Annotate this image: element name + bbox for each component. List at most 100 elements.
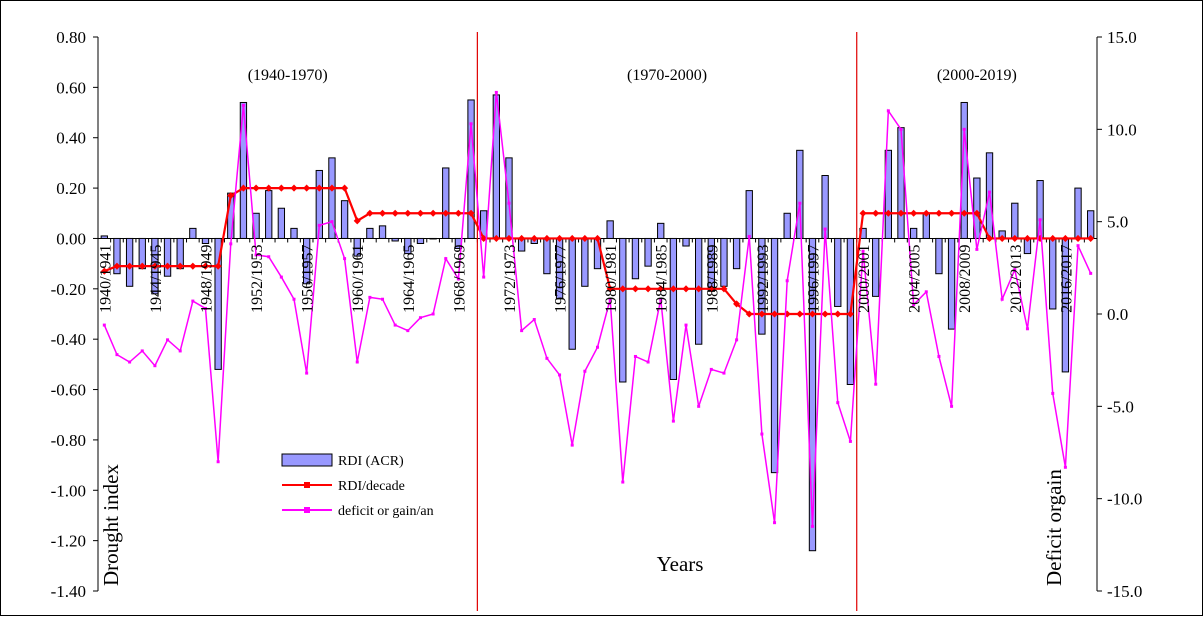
deficit-gain-marker [848, 439, 852, 443]
rdi-bar [783, 212, 791, 239]
rdi-bar [796, 149, 804, 239]
deficit-gain-marker [1063, 465, 1067, 469]
x-category-label: 2004/2005 [907, 244, 924, 312]
rdi-bar [606, 220, 614, 239]
rdi-decade-marker [227, 192, 235, 200]
rdi-decade-marker [872, 209, 880, 217]
period-label: (1940-1970) [248, 67, 328, 84]
rdi-decade-marker [834, 310, 842, 318]
deficit-gain-marker [874, 382, 878, 386]
rdi-decade-marker [745, 310, 753, 318]
rdi-bar [201, 237, 210, 244]
rdi-decade-marker [530, 234, 538, 242]
x-category-label: 1948/1949 [198, 244, 215, 312]
rdi-decade-marker [998, 234, 1006, 242]
legend-label: RDI/decade [338, 479, 405, 494]
deficit-gain-marker [166, 338, 170, 342]
left-tick-label: -0.80 [51, 431, 86, 450]
rdi-decade-marker [353, 217, 361, 225]
rdi-decade-marker [733, 300, 741, 308]
deficit-gain-marker [671, 419, 675, 423]
rdi-decade-marker [480, 234, 488, 242]
x-category-label: 1952/1953 [249, 244, 266, 312]
deficit-gain-marker [1089, 271, 1093, 275]
rdi-decade-marker [505, 234, 513, 242]
rdi-decade-marker [606, 285, 614, 293]
deficit-gain-marker [241, 103, 245, 107]
rdi-decade-marker [581, 234, 589, 242]
deficit-gain-marker [823, 227, 827, 231]
rdi-bar [1087, 210, 1095, 239]
deficit-gain-marker [596, 345, 599, 349]
x-category-label: 1960/1961 [350, 244, 367, 312]
rdi-decade-marker [518, 234, 526, 242]
deficit-gain-marker [203, 306, 207, 310]
deficit-gain-marker [229, 242, 233, 246]
rdi-bar [378, 225, 387, 239]
rdi-decade-marker [948, 209, 956, 217]
deficit-gain-marker [975, 247, 979, 251]
rdi-decade-marker [808, 310, 817, 318]
deficit-gain-marker [583, 369, 587, 373]
left-tick-label: 0.60 [56, 78, 86, 97]
deficit-gain-marker [368, 295, 372, 299]
left-tick-label: -0.40 [51, 330, 86, 349]
rdi-bar [302, 237, 311, 285]
rdi-decade-marker [467, 209, 475, 217]
deficit-gain-marker [532, 318, 536, 322]
rdi-bar [189, 227, 197, 239]
deficit-gain-marker [747, 234, 751, 238]
deficit-gain-marker [305, 371, 309, 375]
deficit-gain-marker [545, 356, 549, 360]
deficit-gain-marker [924, 290, 928, 294]
rdi-decade-marker [404, 209, 412, 217]
deficit-gain-marker [456, 277, 460, 281]
rdi-decade-marker [176, 262, 184, 270]
deficit-gain-marker [381, 297, 385, 301]
deficit-gain-marker [140, 349, 144, 353]
rdi-bar [872, 237, 880, 297]
deficit-gain-marker [418, 316, 422, 320]
deficit-gain-marker [899, 127, 903, 131]
rdi-bar [909, 227, 918, 239]
rdi-bar [404, 237, 412, 255]
period-label: (1970-2000) [627, 67, 707, 84]
rdi-decade-marker [619, 285, 627, 293]
legend-swatch-bar [281, 453, 333, 467]
rdi-decade-marker [973, 209, 981, 217]
deficit-gain-marker [886, 109, 890, 113]
rdi-bar [340, 200, 349, 239]
rdi-bar [657, 222, 665, 239]
deficit-gain-marker [1051, 391, 1055, 395]
x-axis-title: Years [657, 552, 704, 576]
rdi-bar [631, 237, 640, 280]
deficit-gain-marker [950, 404, 954, 408]
deficit-gain-marker [861, 249, 865, 253]
x-category-label: 1996/1997 [805, 244, 822, 312]
deficit-gain-marker [128, 360, 132, 364]
deficit-gain-marker [216, 460, 220, 464]
x-category-label: 2012/2013 [1008, 244, 1025, 312]
rdi-decade-marker [315, 184, 323, 192]
left-tick-label: -1.20 [51, 532, 86, 551]
rdi-bar [328, 157, 336, 239]
deficit-gain-marker [608, 297, 612, 301]
right-tick-label: -10.0 [1107, 490, 1142, 509]
rdi-decade-marker [884, 209, 892, 217]
rdi-bar [543, 237, 551, 275]
rdi-bar [619, 237, 627, 383]
legend-label: deficit or gain/an [338, 504, 434, 519]
deficit-gain-marker [482, 275, 486, 279]
rdi-bar [277, 207, 286, 239]
left-tick-label: -0.60 [51, 381, 86, 400]
rdi-decade-marker [707, 285, 715, 293]
rdi-decade-marker [771, 310, 779, 318]
rdi-decade-marker [796, 310, 804, 318]
left-tick-label: 0.20 [56, 179, 86, 198]
x-category-label: 2008/2009 [957, 244, 974, 312]
deficit-gain-marker [507, 201, 511, 205]
rdi-bar [315, 169, 323, 239]
rdi-bar [682, 237, 690, 247]
